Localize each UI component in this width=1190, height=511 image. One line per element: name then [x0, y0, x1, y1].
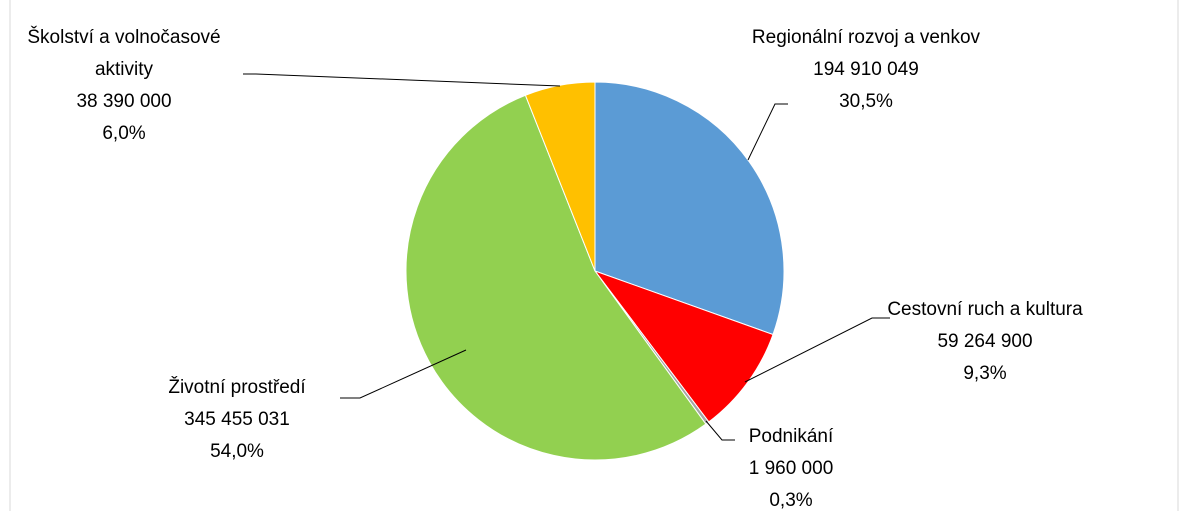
slice-label: Školství a volnočasové aktivity 38 390 0…: [4, 22, 244, 150]
slice-label: Regionální rozvoj a venkov 194 910 049 3…: [746, 22, 986, 118]
category-label: Cestovní ruch a kultura: [887, 299, 1083, 320]
leader-line: [340, 349, 467, 399]
slice-label: Životní prostředí 345 455 031 54,0%: [127, 372, 347, 468]
percent-label: 0,3%: [769, 490, 813, 511]
leader-line: [243, 73, 561, 87]
value-label: 194 910 049: [813, 59, 919, 80]
pie-slice: [593, 269, 774, 423]
leader-line: [705, 420, 735, 441]
slice-label: Podnikání 1 960 000 0,3%: [716, 421, 866, 511]
value-label: 1 960 000: [748, 458, 834, 479]
percent-label: 6,0%: [102, 123, 146, 144]
pie-slice: [405, 94, 707, 461]
percent-label: 9,3%: [963, 363, 1007, 384]
leader-lines: [243, 73, 890, 441]
category-label: Podnikání: [748, 426, 834, 447]
value-label: 345 455 031: [184, 409, 290, 430]
leader-line: [747, 103, 788, 161]
pie-slice: [524, 81, 596, 272]
category-label: Školství a volnočasové aktivity: [27, 27, 221, 80]
slice-label: Cestovní ruch a kultura 59 264 900 9,3%: [875, 294, 1095, 390]
pie-slice: [594, 81, 785, 336]
value-label: 38 390 000: [76, 91, 172, 112]
percent-label: 54,0%: [210, 441, 264, 462]
value-label: 59 264 900: [937, 331, 1033, 352]
category-label: Regionální rozvoj a venkov: [751, 27, 981, 48]
category-label: Životní prostředí: [168, 377, 306, 398]
leader-line: [744, 317, 890, 383]
frame: [9, 0, 1179, 511]
percent-label: 30,5%: [839, 91, 893, 112]
